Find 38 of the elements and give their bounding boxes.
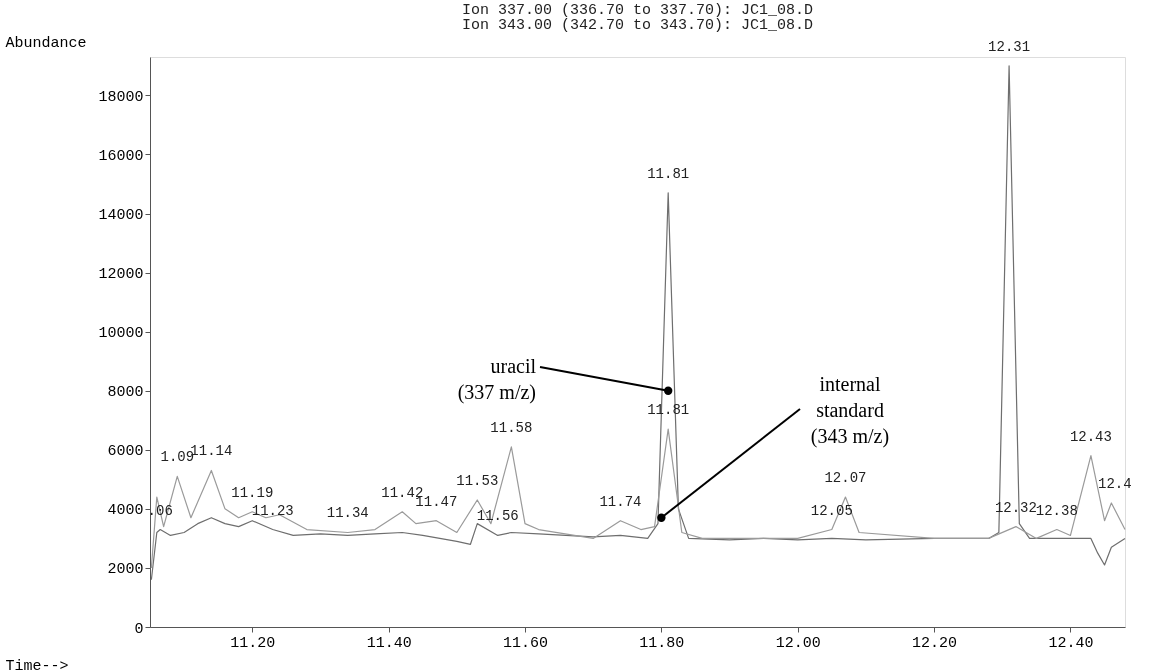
y-tick-label: 8000 [107, 384, 144, 402]
annotation: 11.53 [456, 473, 499, 490]
annotation: 11.34 [326, 505, 369, 522]
annotation: 12.43 [1069, 428, 1112, 445]
y-tick-label: 12000 [98, 266, 144, 284]
y-tick-label: 4000 [107, 502, 144, 520]
x-tick-label: 12.00 [775, 634, 821, 652]
x-tick-label: 11.20 [230, 634, 276, 652]
annotation: 12.31 [988, 38, 1031, 55]
annotation: internal standard (343 m/z) [810, 373, 890, 448]
y-tick-label: 6000 [107, 443, 144, 461]
y-tick-label: 14000 [98, 207, 144, 225]
annotation: 12.4 [1097, 475, 1132, 492]
y-axis-title: Abundance [5, 34, 87, 52]
annotation: 11.19 [231, 484, 274, 501]
annotation: 12.07 [824, 470, 867, 487]
annotation: 12.38 [1035, 502, 1078, 519]
y-tick-label: 0 [134, 620, 144, 638]
x-tick-label: 12.40 [1048, 634, 1094, 652]
annotation: 11.56 [476, 508, 519, 525]
y-tick-label: 10000 [98, 325, 144, 343]
annotation: uracil (337 m/z) [457, 355, 537, 404]
y-tick-label: 2000 [107, 561, 144, 579]
annotation: .06 [147, 502, 173, 519]
x-tick-label: 11.40 [366, 634, 412, 652]
x-tick-label: 12.20 [912, 634, 958, 652]
x-axis-title: Time--> [5, 657, 69, 670]
annotation: 11.81 [647, 165, 690, 182]
chart-title: Ion 337.00 (336.70 to 337.70): JC1_08.D [461, 2, 814, 19]
y-tick-label: 18000 [98, 88, 144, 106]
annotation: 11.58 [490, 419, 533, 436]
annotation: 11.23 [251, 502, 294, 519]
chart-subtitle: Ion 343.00 (342.70 to 343.70): JC1_08.D [461, 17, 814, 34]
annotation: 11.74 [599, 493, 642, 510]
x-tick-label: 11.60 [502, 634, 549, 652]
annotation: 12.05 [810, 502, 853, 519]
y-tick-label: 16000 [98, 147, 144, 165]
x-tick-label: 11.80 [639, 634, 685, 652]
